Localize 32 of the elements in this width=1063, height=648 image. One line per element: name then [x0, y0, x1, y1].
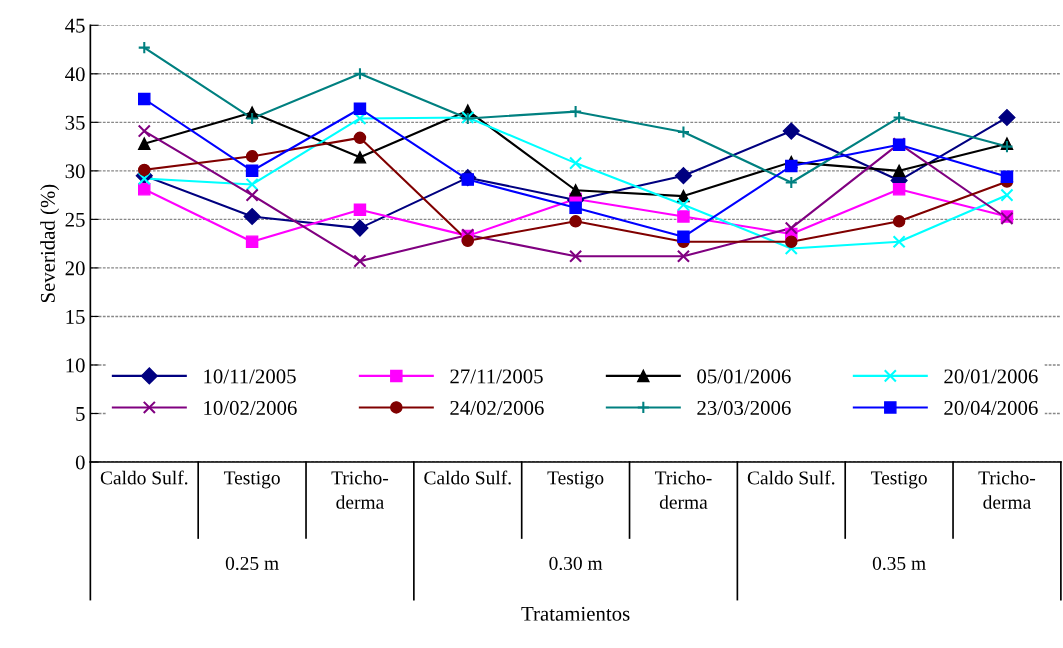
y-tick-label: 10 [66, 358, 85, 373]
x-tick-label: Caldo Sulf. [747, 470, 835, 485]
x-axis-title: Tratamientos [521, 606, 630, 621]
x-tick-label: Tricho- derma [331, 470, 389, 509]
y-axis-title: Severidad (%) [40, 184, 60, 303]
legend-label: 10/11/2005 [204, 369, 296, 384]
legend-label: 23/03/2006 [697, 400, 791, 415]
x-tick-label: Testigo [870, 471, 927, 489]
text: 0.35 m [872, 556, 926, 571]
x-tick-label: Testigo [223, 471, 280, 489]
y-tick-label: 20 [65, 261, 85, 276]
y-tick-label: 45 [65, 18, 85, 33]
legend-label: 20/04/2006 [944, 400, 1038, 415]
text: 0.25 m [225, 556, 279, 571]
legend-label: 05/01/2006 [697, 369, 791, 384]
y-tick-label: 35 [65, 115, 85, 130]
x-tick-label: Tricho- derma [654, 470, 712, 509]
x-tick-label: Testigo [547, 471, 604, 489]
text: 0.30 m [549, 556, 603, 571]
y-tick-label: 40 [65, 67, 85, 82]
y-tick-label: 5 [76, 407, 85, 421]
legend-label: 10/02/2006 [204, 400, 297, 415]
legend-label: 20/01/2006 [944, 369, 1038, 384]
x-tick-label: Caldo Sulf. [100, 470, 188, 485]
legend-label: 27/11/2005 [450, 369, 543, 384]
legend-label: 24/02/2006 [450, 400, 544, 415]
x-tick-label: Tricho- derma [978, 470, 1036, 509]
y-tick-label: 0 [75, 455, 85, 470]
x-tick-label: Caldo Sulf. [424, 470, 511, 485]
y-tick-label: 15 [66, 309, 85, 324]
y-tick-label: 30 [65, 164, 85, 179]
y-tick-label: 25 [65, 212, 85, 227]
